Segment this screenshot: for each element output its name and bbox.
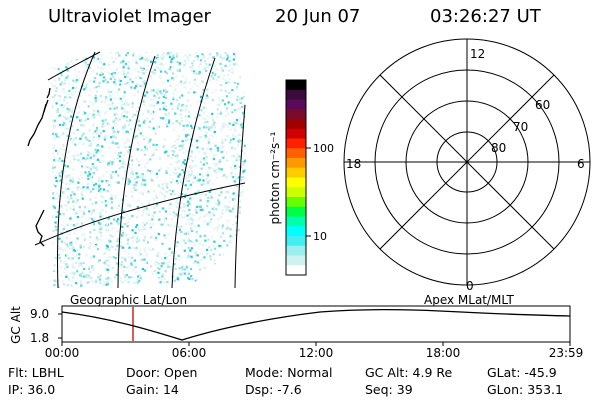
colorbar-segment <box>286 197 306 208</box>
mlat-label-70: 70 <box>513 120 528 134</box>
colorbar-tick-10: 10 <box>313 230 327 243</box>
geographic-label: Geographic Lat/Lon <box>70 293 188 307</box>
mlt-label-0: 0 <box>466 279 474 293</box>
alt-ylabel: GC Alt <box>9 306 23 344</box>
info-flt-value: LBHL <box>31 365 64 380</box>
info-glon-label: GLon: <box>487 382 524 397</box>
colorbar-segment <box>286 158 306 169</box>
colorbar-segment <box>286 80 306 91</box>
info-gain-value: 14 <box>162 382 179 397</box>
colorbar-segment <box>286 206 306 217</box>
info-glon-value: 353.1 <box>527 382 563 397</box>
alt-ytick-9: 9.0 <box>30 307 49 321</box>
colorbar-segment <box>286 216 306 227</box>
image-title: Ultraviolet Imager <box>48 6 211 27</box>
info-dsp-label: Dsp: <box>245 382 274 397</box>
image-date: 20 Jun 07 <box>275 6 361 27</box>
alt-xtick-1200: 12:00 <box>299 346 334 360</box>
colorbar-segment <box>286 89 306 100</box>
mlt-label-18: 18 <box>346 157 361 171</box>
colorbar-segment <box>286 119 306 130</box>
info-mode-label: Mode: <box>245 365 284 380</box>
info-seq-value: 39 <box>396 382 413 397</box>
colorbar-segment <box>286 236 306 247</box>
polar-emission-pixels <box>522 271 524 274</box>
info-gcalt-value: 4.9 Re <box>412 365 453 380</box>
colorbar-segment <box>286 245 306 256</box>
info-flt-label: Flt: <box>8 365 28 380</box>
info-gain-label: Gain: <box>126 382 159 397</box>
alt-ytick-1-8: 1.8 <box>30 331 49 345</box>
alt-xtick-0000: 00:00 <box>45 346 80 360</box>
colorbar-segment <box>286 265 306 276</box>
colorbar: 100 10 photon cm⁻²s⁻¹ <box>268 79 334 276</box>
colorbar-segment <box>286 138 306 149</box>
info-glat-value: -45.9 <box>524 365 557 380</box>
info-glat-label: GLat: <box>487 365 521 380</box>
apex-label: Apex MLat/MLT <box>424 293 514 307</box>
mlt-label-12: 12 <box>470 47 485 61</box>
colorbar-segment <box>286 128 306 139</box>
colorbar-segment <box>286 226 306 237</box>
alt-xtick-2359: 23:59 <box>549 346 584 360</box>
aurora-emission-pixels <box>52 52 246 288</box>
colorbar-segment <box>286 148 306 159</box>
info-door-value: Open <box>164 365 198 380</box>
mlat-label-60: 60 <box>535 98 550 112</box>
altitude-curve <box>61 308 571 341</box>
colorbar-segment <box>286 109 306 120</box>
colorbar-segment <box>286 255 306 266</box>
mlat-label-80: 80 <box>491 141 506 155</box>
image-time: 03:26:27 UT <box>430 6 541 27</box>
alt-xtick-1800: 18:00 <box>426 346 461 360</box>
colorbar-segment <box>286 187 306 198</box>
mlt-label-6: 6 <box>577 157 585 171</box>
geographic-image-panel <box>27 51 246 289</box>
info-dsp-value: -7.6 <box>277 382 302 397</box>
info-gcalt-label: GC Alt: <box>365 365 409 380</box>
colorbar-segment <box>286 177 306 188</box>
coastline <box>27 87 51 247</box>
info-seq-label: Seq: <box>365 382 393 397</box>
info-ip-label: IP: <box>8 382 24 397</box>
polar-mlat-mlt-plot <box>343 38 591 286</box>
colorbar-segment <box>286 99 306 110</box>
info-door-label: Door: <box>126 365 161 380</box>
geographic-grid-lines <box>34 51 246 289</box>
colorbar-unit-label: photon cm⁻²s⁻¹ <box>268 131 282 224</box>
info-mode-value: Normal <box>287 365 333 380</box>
altitude-plot: 9.0 1.8 GC Alt 00:00 06:00 12:00 18:00 2… <box>9 305 584 360</box>
colorbar-segment <box>286 167 306 178</box>
alt-xtick-0600: 06:00 <box>172 346 207 360</box>
info-ip-value: 36.0 <box>27 382 56 397</box>
colorbar-tick-100: 100 <box>313 142 334 155</box>
